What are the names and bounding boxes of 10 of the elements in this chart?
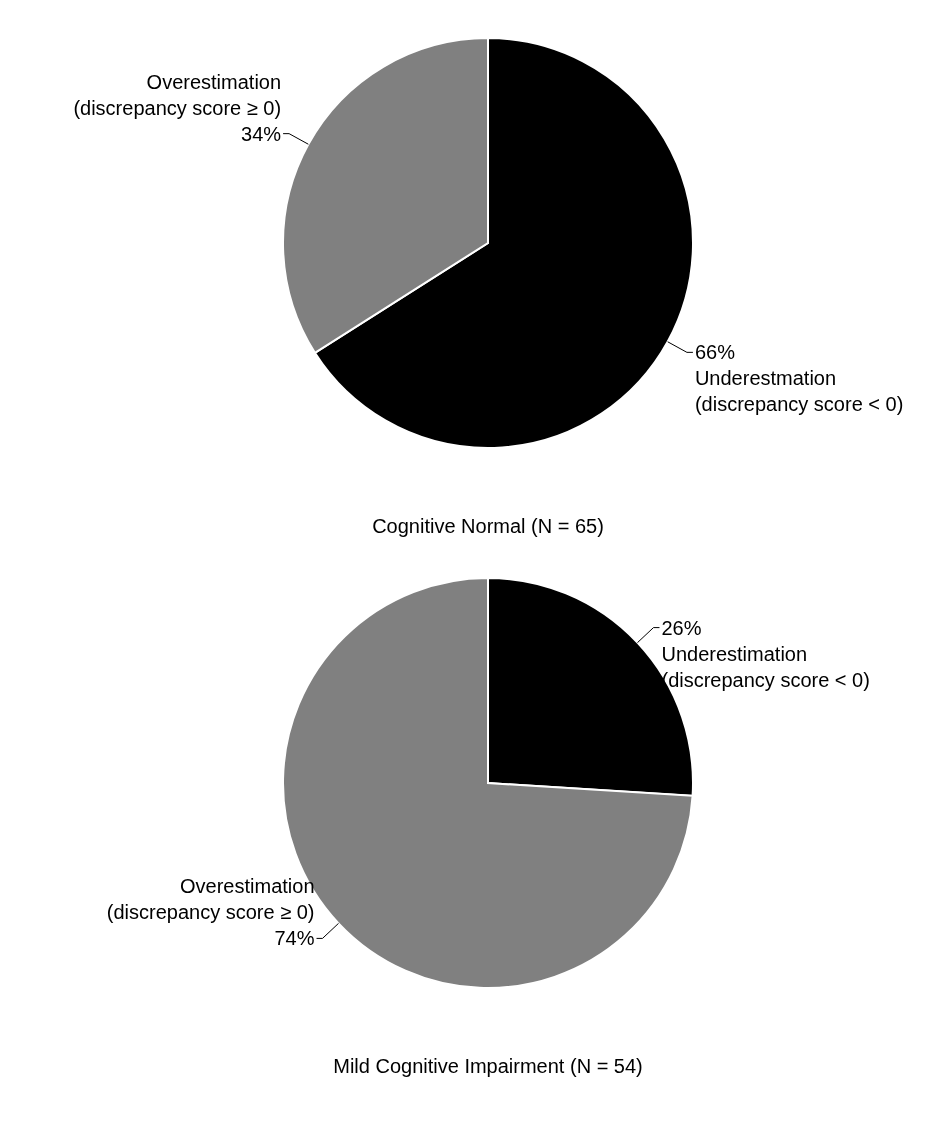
data-label: 26% bbox=[661, 616, 702, 639]
data-label: 66% bbox=[694, 341, 736, 364]
slice-label: Overestimation (discrepancy score ≥ 0) bbox=[73, 70, 282, 119]
text: Cognitive Normal (N = 65) bbox=[372, 515, 604, 537]
slice-label: Underestimation (discrepancy score < 0) bbox=[661, 642, 870, 691]
slice-label: Overestimation (discrepancy score ≥ 0) bbox=[106, 875, 315, 924]
slice-label: Underestmation (discrepancy score < 0) bbox=[694, 367, 904, 416]
data-label: 34% bbox=[241, 122, 282, 145]
text: Mild Cognitive Impairment (N = 54) bbox=[333, 1055, 643, 1077]
data-label: 74% bbox=[274, 927, 315, 950]
